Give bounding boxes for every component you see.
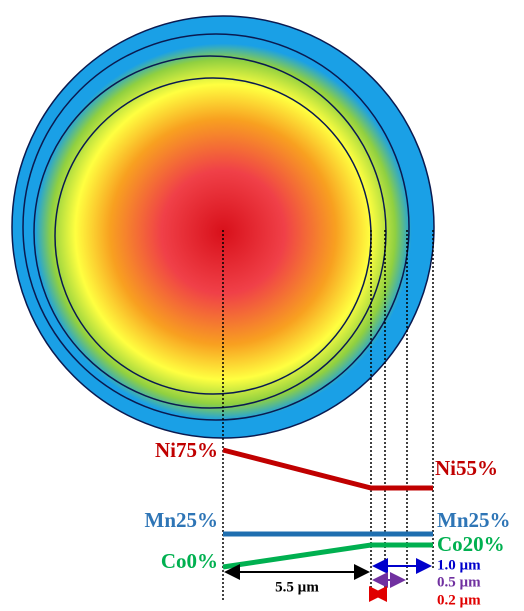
label: Ni75% (155, 438, 218, 462)
label: Co20% (437, 532, 505, 556)
dimension: 1.0 µm (437, 557, 481, 573)
profiles (223, 450, 433, 567)
dimension: 0.5 µm (437, 574, 481, 590)
label: Mn25% (145, 508, 219, 532)
label: Ni55% (435, 456, 498, 480)
label: Co0% (161, 549, 218, 573)
dimension: 0.2 µm (437, 592, 481, 608)
dimension: 5.5 µm (275, 579, 319, 595)
arrows (226, 566, 430, 594)
diagram: Ni75% Ni55% Mn25% Mn25% Co0% Co20% 5.5 µ… (0, 0, 524, 611)
label: Mn25% (437, 508, 511, 532)
